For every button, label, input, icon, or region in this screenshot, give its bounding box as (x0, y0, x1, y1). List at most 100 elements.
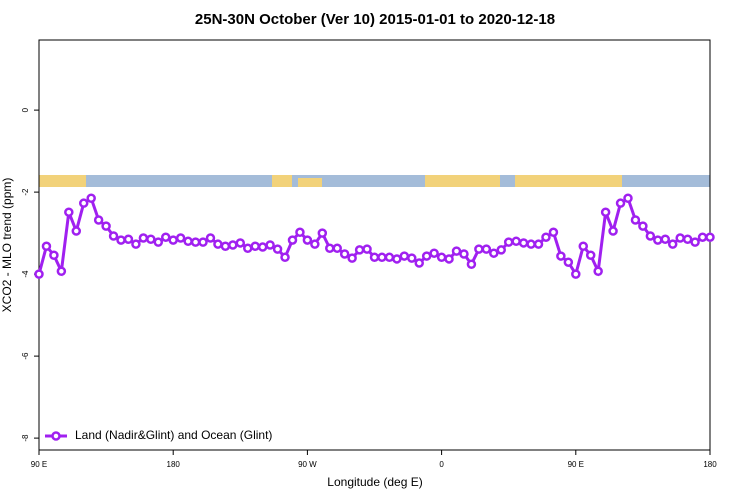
data-point (213, 239, 223, 249)
data-point (265, 240, 275, 250)
data-point (630, 215, 641, 225)
data-point (78, 198, 89, 208)
data-point (228, 240, 238, 250)
data-point (198, 237, 208, 247)
x-tick-label: 90 E (31, 460, 47, 469)
y-tick-label: -6 (21, 352, 30, 360)
data-point (49, 250, 59, 260)
data-point (451, 246, 462, 256)
data-point (362, 244, 372, 254)
data-point (295, 227, 305, 238)
data-point (310, 239, 320, 249)
data-point (183, 236, 193, 247)
data-point (287, 235, 298, 245)
data-point (697, 232, 708, 242)
data-point (250, 241, 260, 251)
data-point (667, 239, 678, 249)
data-point (101, 221, 111, 231)
data-point (466, 259, 477, 270)
data-point (533, 239, 544, 249)
data-point (332, 243, 342, 254)
data-point (93, 215, 104, 225)
y-tick-label: -2 (21, 188, 30, 196)
data-point (56, 266, 67, 276)
data-point (682, 234, 693, 245)
data-point (347, 253, 357, 263)
data-point (123, 234, 134, 245)
data-point (660, 234, 671, 245)
data-point (86, 193, 96, 204)
data-point (64, 207, 74, 217)
data-point (653, 235, 663, 245)
data-point (354, 245, 365, 255)
plot-frame (38, 39, 711, 451)
legend-marker (51, 431, 61, 441)
data-point (481, 244, 492, 254)
data-point (541, 232, 551, 242)
data-point (34, 269, 44, 279)
data-point (175, 233, 186, 243)
data-point (489, 248, 499, 258)
data-point (384, 252, 395, 263)
data-point (645, 231, 656, 241)
x-tick-label: 90 W (298, 460, 317, 469)
data-point (526, 239, 536, 249)
data-point (675, 233, 685, 243)
x-tick-label: 180 (703, 460, 717, 469)
chart-title: 25N-30N October (Ver 10) 2015-01-01 to 2… (195, 11, 555, 28)
data-point (571, 269, 581, 279)
data-point (585, 250, 596, 260)
data-point (444, 254, 454, 264)
data-point (71, 226, 82, 236)
data-point (615, 198, 626, 208)
data-point (548, 227, 559, 238)
data-point (205, 233, 216, 243)
land-ocean-band (39, 175, 710, 187)
x-axis-label: Longitude (deg E) (327, 475, 422, 489)
data-point (131, 239, 141, 249)
data-point (168, 235, 178, 245)
data-point (392, 254, 402, 264)
data-point (325, 243, 335, 254)
data-point (243, 243, 253, 254)
x-tick-label: 180 (167, 460, 181, 469)
data-point (138, 233, 149, 243)
data-point (518, 238, 529, 248)
data-point (503, 237, 514, 247)
data-point (369, 252, 380, 263)
data-point (623, 193, 633, 204)
data-point (339, 249, 350, 259)
data-point (414, 258, 424, 268)
data-point (399, 251, 410, 261)
data-point (600, 207, 611, 217)
data-point (220, 241, 231, 251)
data-point (377, 252, 387, 263)
y-axis-label: XCO2 - MLO trend (ppm) (0, 178, 14, 313)
data-point (608, 226, 618, 236)
y-tick-label: 0 (21, 107, 30, 112)
data-point (280, 252, 290, 263)
data-point (317, 228, 328, 238)
data-point (421, 251, 432, 261)
y-tick-label: -4 (21, 270, 30, 278)
data-point (257, 242, 268, 252)
x-tick-label: 90 E (568, 460, 584, 469)
data-point (459, 249, 469, 259)
land-strip (515, 175, 622, 187)
data-point (302, 235, 313, 245)
data-point (511, 236, 521, 247)
data-point (474, 244, 484, 254)
data-point (153, 237, 164, 247)
data-point (272, 244, 283, 254)
data-point (556, 251, 566, 261)
land-strip (39, 175, 86, 187)
y-tick-label: -8 (21, 434, 30, 442)
land-strip (272, 175, 292, 187)
data-point (578, 241, 589, 251)
data-point (235, 238, 246, 248)
land-strip (425, 175, 500, 187)
data-point (705, 232, 715, 242)
data-point (436, 252, 447, 263)
data-point (108, 231, 119, 241)
